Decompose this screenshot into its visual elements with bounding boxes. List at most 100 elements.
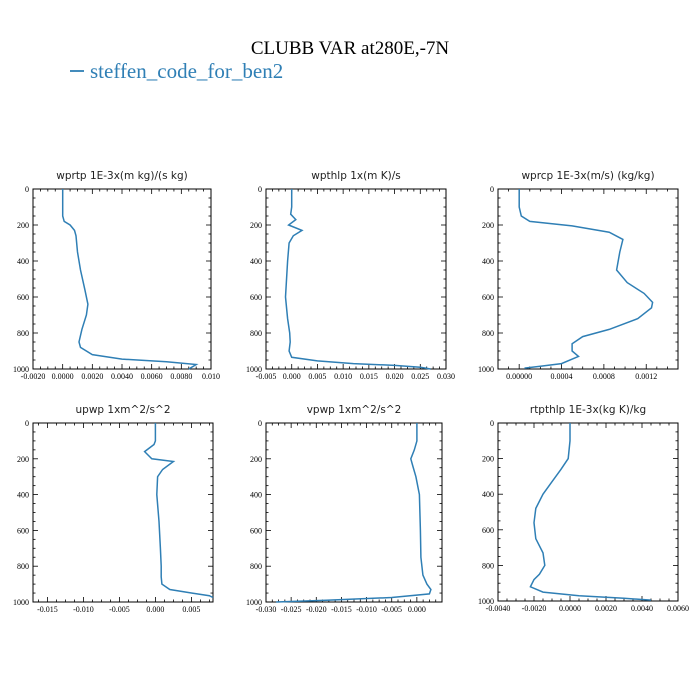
y-tick-label: 200 [482, 221, 494, 230]
y-tick-label: 600 [17, 293, 29, 302]
y-tick-label: 800 [17, 329, 29, 338]
panel-title: rtpthlp 1E-3x(kg K)/kg [530, 404, 646, 416]
y-tick-label: 200 [482, 455, 494, 464]
panels: wprtp 1E-3x(m kg)/(s kg) 0 200 400 600 800 100… [13, 170, 689, 614]
y-tick-label: 0 [25, 185, 29, 194]
legend: steffen_code_for_ben2 [70, 59, 283, 83]
y-tick-label: 0 [25, 419, 29, 428]
x-tick-label: 0.0020 [595, 604, 617, 613]
panel-1: wprtp 1E-3x(m kg)/(s kg) 0 200 400 600 800 100… [13, 170, 220, 381]
y-tick-label: 600 [250, 526, 262, 535]
y-tick-label: 0 [258, 419, 262, 428]
figure-title: CLUBB VAR at280E,-7N [251, 38, 450, 59]
series-line [276, 423, 432, 603]
y-tick-label: 1000 [246, 365, 262, 374]
y-tick-label: 800 [250, 329, 262, 338]
y-tick-label: 200 [17, 455, 29, 464]
x-tick-label: 0.0060 [667, 604, 689, 613]
x-tick-label: 0.010 [202, 372, 220, 381]
panel-title: upwp 1xm^2/s^2 [76, 404, 171, 416]
plot-frame [497, 188, 679, 370]
y-tick-label: 400 [17, 257, 29, 266]
y-tick-label: 600 [250, 293, 262, 302]
y-tick-label: 1000 [246, 598, 262, 607]
y-tick-label: 600 [482, 293, 494, 302]
y-tick-label: 600 [17, 526, 29, 535]
x-tick-label: 0.005 [182, 605, 200, 614]
y-tick-label: 400 [482, 490, 494, 499]
x-tick-label: 0.0040 [631, 604, 653, 613]
plot-frame [32, 188, 212, 370]
x-tick-label: 0.0000 [52, 372, 74, 381]
panel-2: wpthlp 1x(m K)/s 0 200 400 600 800 1000-0.005 0… [246, 170, 455, 381]
panel-6: rtpthlp 1E-3x(kg K)/kg02004006008001000-… [478, 404, 689, 613]
y-tick-label: 0 [258, 185, 262, 194]
panel-3: wprcp 1E-3x(m/s) (kg/kg) 0 200 400 600 800 100… [478, 170, 679, 381]
x-tick-label: 0.000 [283, 372, 301, 381]
y-tick-label: 800 [250, 562, 262, 571]
y-tick-label: 600 [482, 526, 494, 535]
plot-frame [32, 422, 214, 603]
y-tick-label: 200 [250, 455, 262, 464]
y-tick-label: 800 [17, 562, 29, 571]
panel-title: vpwp 1xm^2/s^2 [307, 404, 402, 416]
y-tick-label: 0 [490, 419, 494, 428]
y-tick-label: 400 [250, 491, 262, 500]
y-tick-label: 800 [482, 561, 494, 570]
y-tick-label: 1000 [13, 598, 29, 607]
x-tick-label: 0.000 [408, 605, 426, 614]
x-tick-label: -0.005 [256, 372, 277, 381]
x-tick-label: 0.00000 [506, 372, 532, 381]
x-tick-label: 0.015 [360, 372, 378, 381]
y-tick-label: 400 [250, 257, 262, 266]
x-tick-label: -0.0020 [522, 604, 547, 613]
x-tick-label: -0.010 [356, 605, 377, 614]
y-tick-label: 200 [17, 221, 29, 230]
x-tick-label: -0.005 [381, 605, 402, 614]
x-tick-label: -0.005 [109, 605, 130, 614]
plot-frame [497, 422, 679, 602]
y-tick-label: 800 [482, 329, 494, 338]
series-line [284, 189, 431, 370]
panel-title: wprtp 1E-3x(m kg)/(s kg) [56, 170, 187, 182]
y-tick-label: 200 [250, 221, 262, 230]
y-tick-label: 400 [482, 257, 494, 266]
panel-title: wprcp 1E-3x(m/s) (kg/kg) [521, 170, 654, 182]
x-tick-label: -0.0020 [21, 372, 46, 381]
panel-5: vpwp 1xm^2/s^2 0 200 400 600 800 1000-0.030 -0.… [246, 404, 443, 614]
x-tick-label: 0.0012 [635, 372, 657, 381]
x-tick-label: 0.0040 [111, 372, 133, 381]
x-tick-label: 0.0080 [170, 372, 192, 381]
x-tick-label: 0.010 [334, 372, 352, 381]
y-tick-label: 1000 [478, 365, 494, 374]
x-tick-label: -0.010 [73, 605, 94, 614]
x-tick-label: 0.030 [437, 372, 455, 381]
x-tick-label: 0.0020 [81, 372, 103, 381]
legend-label: steffen_code_for_ben2 [90, 59, 283, 83]
x-tick-label: -0.0040 [486, 604, 511, 613]
x-tick-label: 0.000 [146, 605, 164, 614]
plot-frame [265, 422, 443, 603]
y-tick-label: 0 [490, 185, 494, 194]
series-line [529, 423, 652, 601]
series-line [518, 189, 654, 369]
y-tick-label: 1000 [13, 365, 29, 374]
series-line [61, 189, 199, 370]
x-tick-label: 0.0060 [141, 372, 163, 381]
x-tick-label: -0.015 [331, 605, 352, 614]
y-tick-label: 1000 [478, 597, 494, 606]
x-tick-label: -0.030 [256, 605, 277, 614]
x-tick-label: 0.005 [308, 372, 326, 381]
x-tick-label: 0.0000 [559, 604, 581, 613]
x-tick-label: 0.0008 [593, 372, 615, 381]
x-tick-label: 0.0004 [551, 372, 573, 381]
series-line [143, 423, 214, 599]
x-tick-label: -0.025 [281, 605, 302, 614]
x-tick-label: -0.020 [306, 605, 327, 614]
panel-4: upwp 1xm^2/s^2 0 200 400 600 800 1000 -0.015 -0.… [13, 404, 214, 614]
y-tick-label: 400 [17, 491, 29, 500]
x-tick-label: -0.015 [37, 605, 58, 614]
x-tick-label: 0.020 [386, 372, 404, 381]
x-tick-label: 0.025 [411, 372, 429, 381]
